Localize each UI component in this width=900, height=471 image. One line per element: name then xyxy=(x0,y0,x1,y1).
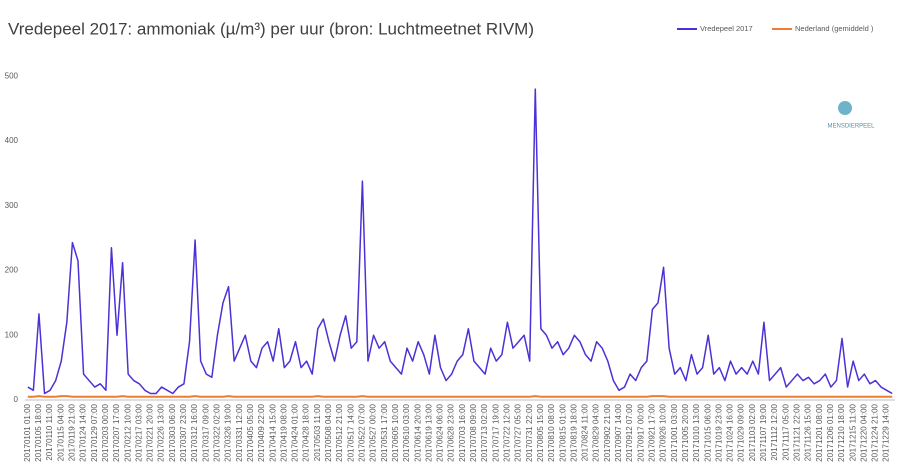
x-tick-label: 20170531 17:00 xyxy=(380,403,389,461)
x-tick-label: 20170207 17:00 xyxy=(112,403,121,461)
legend-label: Nederland (gemiddeld ) xyxy=(795,24,874,33)
x-tick-label: 20170105 18:00 xyxy=(34,403,43,461)
x-tick-label: 20170317 09:00 xyxy=(201,403,210,461)
logo: MENSDIERPEEL xyxy=(827,101,875,130)
x-tick-label: 20171215 11:00 xyxy=(848,403,857,461)
x-tick-label: 20170624 06:00 xyxy=(436,403,445,461)
x-tick-label: 20171224 21:00 xyxy=(871,403,880,461)
x-tick-label: 20170713 02:00 xyxy=(480,403,489,461)
y-tick-label: 0 xyxy=(14,395,19,404)
x-tick-label: 20170605 10:00 xyxy=(391,403,400,461)
logo-text: MENSDIERPEEL xyxy=(827,124,875,130)
x-tick-label: 20171210 18:00 xyxy=(837,403,846,461)
x-tick-label: 20170322 02:00 xyxy=(213,403,222,461)
x-tick-label: 20171206 01:00 xyxy=(826,403,835,461)
x-tick-label: 20170824 11:00 xyxy=(581,403,590,461)
x-tick-label: 20170409 22:00 xyxy=(257,403,266,461)
x-tick-label: 20170428 18:00 xyxy=(302,403,311,461)
x-tick-label: 20170917 00:00 xyxy=(636,403,645,461)
x-tick-label: 20171001 03:00 xyxy=(670,403,679,461)
x-tick-label: 20170419 08:00 xyxy=(279,403,288,461)
series-line xyxy=(27,88,893,395)
x-tick-label: 20171121 22:00 xyxy=(793,403,802,461)
y-tick-label: 100 xyxy=(5,330,19,339)
x-tick-label: 20170819 18:00 xyxy=(569,403,578,461)
x-tick-label: 20170331 12:00 xyxy=(235,403,244,461)
x-tick-label: 20171103 02:00 xyxy=(748,403,757,461)
x-tick-label: 20170810 08:00 xyxy=(547,403,556,461)
x-tick-label: 20170221 20:00 xyxy=(146,403,155,461)
x-tick-label: 20171019 23:00 xyxy=(714,403,723,461)
x-tick-label: 20170527 00:00 xyxy=(369,403,378,461)
x-tick-label: 20170508 04:00 xyxy=(324,403,333,461)
y-tick-label: 500 xyxy=(5,71,19,80)
x-tick-label: 20170708 09:00 xyxy=(469,403,478,461)
x-tick-label: 20171029 09:00 xyxy=(737,403,746,461)
x-tick-label: 20171201 08:00 xyxy=(815,403,824,461)
x-tick-label: 20170405 05:00 xyxy=(246,403,255,461)
chart-title: Vredepeel 2017: ammoniak (µ/m³) per uur … xyxy=(8,19,534,38)
x-tick-label: 20170912 07:00 xyxy=(625,403,634,461)
x-tick-label: 20170619 13:00 xyxy=(424,403,433,461)
x-tick-label: 20170326 19:00 xyxy=(224,403,233,461)
x-tick-label: 20170512 21:00 xyxy=(335,403,344,461)
y-tick-label: 200 xyxy=(5,266,19,275)
logo-icon xyxy=(838,101,852,115)
x-tick-label: 20171117 05:00 xyxy=(781,403,790,460)
x-tick-label: 20170217 03:00 xyxy=(134,403,143,461)
series-line xyxy=(27,395,893,398)
x-tick-label: 20170424 01:00 xyxy=(291,403,300,461)
x-tick-label: 20170805 15:00 xyxy=(536,403,545,461)
x-tick-label: 20171015 06:00 xyxy=(703,403,712,461)
x-tick-label: 20170703 16:00 xyxy=(458,403,467,461)
x-tick-label: 20170628 23:00 xyxy=(447,403,456,461)
y-tick-label: 300 xyxy=(5,201,19,210)
x-tick-label: 20170101 01:00 xyxy=(23,403,32,461)
x-tick-label: 20171112 12:00 xyxy=(770,403,779,460)
x-tick-label: 20170717 19:00 xyxy=(491,403,500,461)
x-tick-label: 20171126 15:00 xyxy=(804,403,813,461)
x-tick-label: 20171220 04:00 xyxy=(859,403,868,461)
x-tick-label: 20170129 07:00 xyxy=(90,403,99,461)
x-tick-label: 20170203 00:00 xyxy=(101,403,110,461)
x-tick-label: 20171229 14:00 xyxy=(882,403,891,461)
x-tick-label: 20171107 19:00 xyxy=(759,403,768,461)
x-tick-label: 20170119 21:00 xyxy=(68,403,77,461)
x-tick-label: 20170731 22:00 xyxy=(525,403,534,461)
x-tick-label: 20170902 21:00 xyxy=(603,403,612,461)
x-tick-label: 20170307 23:00 xyxy=(179,403,188,461)
x-tick-label: 20170727 05:00 xyxy=(514,403,523,461)
x-tick-label: 20170226 13:00 xyxy=(157,403,166,461)
x-tick-label: 20170503 11:00 xyxy=(313,403,322,461)
x-tick-label: 20170312 16:00 xyxy=(190,403,199,461)
x-tick-label: 20170815 01:00 xyxy=(558,403,567,461)
x-tick-label: 20170522 07:00 xyxy=(358,403,367,461)
x-tick-label: 20170212 10:00 xyxy=(123,403,132,461)
x-tick-label: 20170829 04:00 xyxy=(592,403,601,461)
x-tick-label: 20170115 04:00 xyxy=(56,403,65,461)
x-tick-label: 20170722 12:00 xyxy=(503,403,512,461)
x-tick-label: 20170907 14:00 xyxy=(614,403,623,461)
x-tick-label: 20170517 14:00 xyxy=(346,403,355,461)
x-tick-label: 20170614 20:00 xyxy=(413,403,422,461)
x-tick-label: 20170414 15:00 xyxy=(268,403,277,461)
x-tick-label: 20171010 13:00 xyxy=(692,403,701,461)
legend-label: Vredepeel 2017 xyxy=(700,24,753,33)
x-tick-label: 20170110 11:00 xyxy=(45,403,54,460)
y-tick-label: 400 xyxy=(5,136,19,145)
x-tick-label: 20170303 06:00 xyxy=(168,403,177,461)
x-tick-label: 20170926 10:00 xyxy=(659,403,668,461)
x-tick-label: 20170610 03:00 xyxy=(402,403,411,461)
x-tick-label: 20171005 20:00 xyxy=(681,403,690,461)
x-tick-label: 20171024 16:00 xyxy=(726,403,735,461)
x-tick-label: 20170921 17:00 xyxy=(648,403,657,461)
x-tick-label: 20170124 14:00 xyxy=(79,403,88,461)
